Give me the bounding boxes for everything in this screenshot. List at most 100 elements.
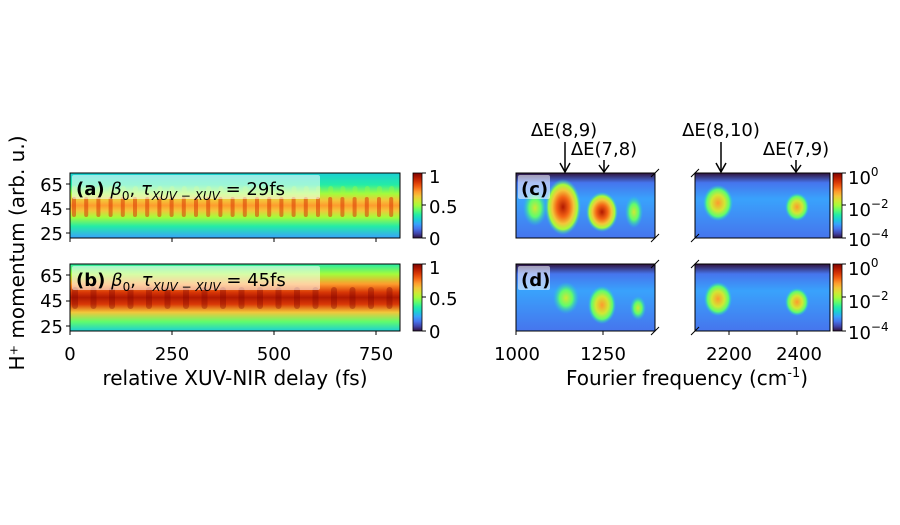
arrowhead-8-9-icon bbox=[559, 162, 571, 174]
oscillation-stripe bbox=[364, 197, 369, 217]
oscillation-stripe bbox=[242, 197, 247, 217]
oscillation-stripe bbox=[316, 197, 320, 217]
panel-b-tag: (b) bbox=[76, 270, 105, 291]
panel-a-tau-sub: XUV − XUV bbox=[151, 189, 221, 203]
oscillation-stripe bbox=[257, 287, 263, 309]
panel-d: (d) 1000 1250 2200 2400 100 10−2 10−4 bbox=[494, 256, 889, 365]
oscillation-stripe bbox=[230, 197, 235, 217]
panel-c-frame-2 bbox=[694, 172, 831, 239]
oscillation-stripe bbox=[72, 287, 78, 309]
annotation-de-8-9: ΔE(8,9) bbox=[531, 120, 597, 141]
panel-a-ytick-65: 65 bbox=[40, 175, 63, 196]
panel-b-beta: β bbox=[110, 270, 123, 291]
xtick-2200: 2200 bbox=[706, 344, 752, 365]
annotation-de-7-9: ΔE(7,9) bbox=[763, 139, 829, 160]
oscillation-stripe bbox=[279, 197, 284, 217]
panel-d-xticks: 1000 1250 2200 2400 bbox=[494, 331, 822, 365]
panel-b-beta-sub: 0 bbox=[123, 280, 131, 294]
colorbar-b-tick-0: 0 bbox=[429, 322, 440, 343]
oscillation-stripe bbox=[133, 197, 137, 217]
colorbar-b-tick-0.5: 0.5 bbox=[429, 289, 458, 310]
oscillation-stripe bbox=[340, 186, 346, 194]
colorbar-b-tick-1: 1 bbox=[429, 258, 440, 279]
panel-d-label-box bbox=[518, 266, 550, 290]
oscillation-stripe bbox=[352, 197, 357, 217]
oscillation-stripe bbox=[145, 197, 150, 217]
panel-a-frame bbox=[69, 172, 401, 239]
panel-c-peak-8-10 bbox=[703, 185, 733, 221]
oscillation-stripe bbox=[108, 197, 113, 217]
panel-b-label-box bbox=[72, 266, 320, 290]
panel-a-xticks bbox=[69, 238, 377, 242]
panel-a-yticks: 65 45 25 bbox=[40, 175, 70, 245]
panel-b-label: (b) β0, τXUV − XUV = 45fs bbox=[76, 270, 286, 294]
oscillation-stripe bbox=[352, 186, 358, 194]
oscillation-stripe bbox=[181, 197, 186, 217]
panel-b-ytick-25: 25 bbox=[40, 317, 63, 338]
xtick-250: 250 bbox=[155, 344, 189, 365]
panel-c-side-2 bbox=[625, 196, 643, 228]
oscillation-stripe bbox=[218, 197, 223, 217]
arrowhead-7-8-icon bbox=[598, 164, 610, 174]
colorbar-b bbox=[412, 263, 423, 332]
oscillation-stripe bbox=[164, 287, 171, 309]
panel-d-peak-8-9 bbox=[553, 282, 579, 314]
panel-a-ytick-45: 45 bbox=[40, 199, 63, 220]
annotation-de-7-8: ΔE(7,8) bbox=[571, 139, 637, 160]
xtick-0: 0 bbox=[64, 344, 75, 365]
oscillation-stripe bbox=[238, 287, 245, 309]
panel-c-break-marks bbox=[650, 168, 700, 243]
colorbar-a-tick-0: 0 bbox=[429, 229, 440, 250]
colorbar-c bbox=[832, 172, 843, 239]
colorbar-a bbox=[412, 172, 423, 239]
oscillation-stripe bbox=[84, 197, 89, 217]
oscillation-stripe bbox=[96, 197, 101, 217]
panel-b-eq: = 45fs bbox=[221, 270, 286, 291]
xtick-2400: 2400 bbox=[776, 344, 822, 365]
arrowhead-8-10-icon bbox=[715, 162, 727, 174]
panel-a-label: (a) β0, τXUV − XUV = 29fs bbox=[76, 179, 285, 203]
panel-c-label-box bbox=[518, 175, 550, 199]
panel-a-tag: (a) bbox=[76, 179, 105, 200]
panel-d-peak-8-10 bbox=[704, 282, 732, 316]
oscillation-stripe bbox=[328, 186, 334, 194]
xtick-750: 750 bbox=[359, 344, 393, 365]
oscillation-stripe bbox=[169, 197, 174, 217]
colorbar-a-tick-1: 1 bbox=[429, 167, 440, 188]
oscillation-stripe bbox=[331, 287, 337, 309]
colorbar-a-tick-0.5: 0.5 bbox=[429, 197, 458, 218]
colorbar-d-tick-2: 10−2 bbox=[848, 289, 889, 313]
oscillation-stripe bbox=[267, 197, 272, 217]
panel-b-ytick-65: 65 bbox=[40, 266, 63, 287]
panel-a: (a) β0, τXUV − XUV = 29fs 65 45 25 1 0.5… bbox=[40, 167, 458, 250]
oscillation-stripe bbox=[201, 287, 208, 309]
arrowhead-7-9-icon bbox=[790, 164, 802, 174]
panel-c-peak-8-9 bbox=[545, 179, 581, 235]
oscillation-stripe bbox=[294, 287, 300, 309]
panel-a-beta-sub: 0 bbox=[122, 189, 130, 203]
colorbar-d-tick-4: 10−4 bbox=[848, 320, 889, 344]
oscillation-stripe bbox=[303, 197, 308, 217]
panel-d-peak-7-8 bbox=[588, 286, 616, 324]
oscillation-stripe bbox=[368, 287, 374, 309]
oscillation-stripe bbox=[389, 186, 395, 194]
panel-c: (c) 100 10−2 10−4 bbox=[515, 165, 889, 251]
oscillation-stripe bbox=[349, 287, 356, 309]
oscillation-stripe bbox=[109, 287, 115, 309]
oscillation-stripe bbox=[291, 197, 296, 217]
oscillation-stripe bbox=[146, 287, 152, 309]
panel-c-frame-1 bbox=[515, 172, 656, 239]
panel-d-axis-break-gap bbox=[656, 263, 694, 332]
panel-c-label: (c) bbox=[521, 179, 548, 200]
oscillation-stripe bbox=[377, 197, 381, 217]
oscillation-stripe bbox=[220, 287, 226, 309]
annotations: ΔE(8,9) ΔE(7,8) ΔE(8,10) ΔE(7,9) bbox=[531, 120, 829, 174]
panel-b-yticks: 65 45 25 bbox=[40, 266, 70, 338]
panel-c-peak-7-8 bbox=[586, 192, 618, 232]
left-xlabel: relative XUV-NIR delay (fs) bbox=[102, 366, 367, 390]
colorbar-d-tick-0: 100 bbox=[848, 256, 879, 280]
colorbar-c-tick-0: 100 bbox=[848, 165, 879, 189]
oscillation-stripe bbox=[389, 197, 394, 217]
oscillation-stripe bbox=[275, 287, 282, 309]
